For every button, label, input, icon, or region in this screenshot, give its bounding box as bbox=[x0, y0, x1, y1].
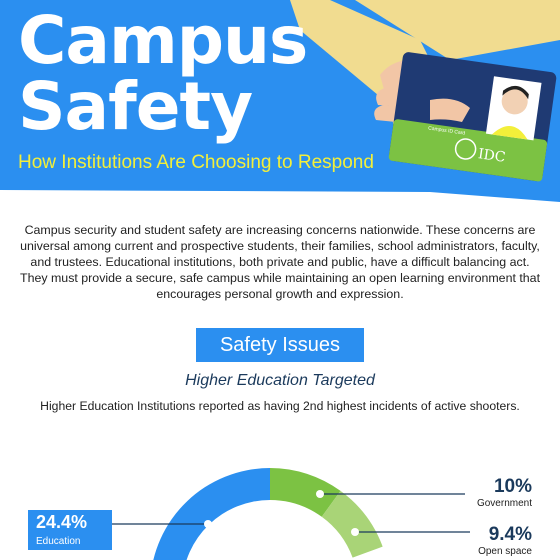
stat-education-label: Education bbox=[36, 536, 81, 547]
donut-slice-open-space bbox=[321, 490, 383, 558]
stat-government-label: Government bbox=[476, 498, 532, 509]
stat-open-space-label: Open space bbox=[478, 546, 532, 557]
page-title: Campus Safety bbox=[18, 2, 308, 145]
stat-education: 24.4% Education bbox=[28, 510, 112, 550]
donut-group bbox=[153, 468, 383, 560]
leader-dot-education bbox=[204, 520, 212, 528]
section-subtext: Higher Education Institutions reported a… bbox=[40, 399, 520, 413]
stat-education-value: 24.4% bbox=[36, 512, 88, 532]
donut-slice-education bbox=[153, 468, 270, 560]
leader-dot-government bbox=[316, 490, 324, 498]
header-banner: Campus Safety How Institutions Are Choos… bbox=[0, 0, 560, 215]
header-background bbox=[0, 0, 560, 202]
donut-slice-government bbox=[270, 468, 341, 517]
section-heading: Higher Education Targeted bbox=[185, 372, 375, 389]
incidents-donut-chart bbox=[112, 468, 470, 560]
stat-open-space: 9.4% Open space bbox=[462, 524, 532, 557]
student-id-card bbox=[388, 52, 557, 182]
stat-government-value: 10% bbox=[493, 476, 532, 497]
page-subtitle: How Institutions Are Choosing to Respond bbox=[18, 152, 374, 173]
safety-issues-button[interactable]: Safety Issues bbox=[196, 328, 364, 362]
leader-dot-open-space bbox=[351, 528, 359, 536]
title-line-2: Safety bbox=[18, 68, 253, 145]
intro-paragraph: Campus security and student safety are i… bbox=[20, 223, 541, 301]
title-line-1: Campus bbox=[18, 2, 308, 79]
stat-government: 10% Government bbox=[462, 476, 532, 509]
stat-open-space-value: 9.4% bbox=[488, 524, 532, 545]
